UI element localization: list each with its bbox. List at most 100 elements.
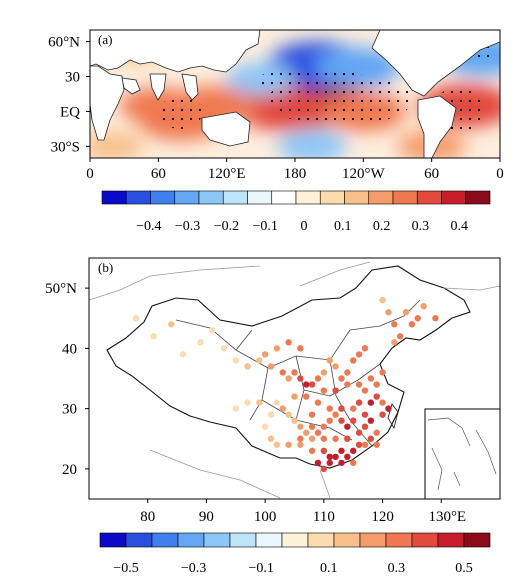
- colorbar-a-bin: [125, 190, 151, 205]
- station-point-19: [308, 381, 316, 388]
- colorbar-a-bin: [174, 190, 200, 205]
- station-point-78: [355, 441, 363, 448]
- colorbar-a-label: 0.4: [450, 219, 468, 234]
- south-china-sea-inset: [424, 408, 501, 500]
- station-point-40: [355, 399, 363, 406]
- station-point-63: [256, 399, 263, 406]
- station-point-11: [355, 351, 363, 358]
- station-point-28: [232, 357, 239, 364]
- colorbar-a-bin: [247, 190, 273, 205]
- station-point-18: [314, 375, 322, 382]
- station-point-52: [326, 417, 333, 424]
- panel-a-stippling: [158, 44, 494, 135]
- colorbar-b-bin: [281, 532, 309, 548]
- colorbar-a-label: −0.2: [214, 219, 239, 234]
- land-southeast-asia: [181, 73, 199, 101]
- station-point-80: [367, 435, 375, 442]
- colorbar-b-bin: [333, 532, 361, 548]
- station-point-100: [291, 393, 298, 400]
- colorbar-b-bin: [255, 532, 283, 548]
- x-tick-label: 80: [140, 509, 155, 525]
- station-point-98: [314, 399, 322, 406]
- station-point-89: [314, 459, 322, 467]
- station-point-105: [355, 381, 363, 388]
- panel-b-colorbar: −0.5 −0.3 −0.1 0.1 0.3 0.5: [99, 532, 491, 576]
- station-point-7: [420, 303, 427, 310]
- station-point-94: [361, 423, 369, 430]
- station-point-97: [326, 405, 333, 412]
- colorbar-a-label: 0: [301, 219, 308, 234]
- colorbar-b-bin: [229, 532, 257, 548]
- station-point-64: [244, 399, 251, 406]
- station-point-49: [344, 423, 351, 430]
- station-point-21: [297, 375, 304, 382]
- colorbar-a-label: −0.4: [136, 219, 161, 234]
- station-point-58: [291, 417, 298, 424]
- station-point-65: [232, 405, 239, 412]
- station-point-79: [361, 441, 369, 448]
- station-point-38: [285, 339, 292, 346]
- colorbar-b-label: 0.3: [388, 561, 406, 576]
- colorbar-b-label: −0.1: [248, 561, 273, 576]
- y-tick-label: 50°N: [45, 281, 77, 297]
- station-point-5: [385, 309, 392, 316]
- station-point-66: [261, 423, 269, 430]
- x-tick-label: 180: [284, 166, 307, 182]
- station-point-43: [379, 399, 386, 406]
- station-point-0: [391, 339, 398, 346]
- station-point-53: [320, 423, 328, 430]
- y-tick-label: 30: [65, 70, 80, 86]
- station-point-81: [373, 429, 380, 436]
- station-point-69: [285, 441, 292, 448]
- station-point-106: [367, 375, 375, 382]
- station-point-20: [303, 381, 310, 388]
- panel-b-label: (b): [98, 260, 113, 275]
- station-point-33: [132, 315, 140, 322]
- station-point-62: [267, 411, 275, 418]
- colorbar-b-bin: [411, 532, 439, 548]
- colorbar-b-bin: [307, 532, 335, 548]
- station-point-76: [344, 453, 351, 461]
- station-point-12: [350, 357, 357, 364]
- taiwan: [387, 403, 399, 430]
- station-point-46: [367, 417, 375, 424]
- land-africa: [90, 65, 125, 141]
- y-tick-label: 30: [62, 402, 77, 418]
- colorbar-a-bin: [344, 190, 370, 205]
- station-point-6: [379, 296, 386, 304]
- colorbar-a-bin: [465, 190, 491, 205]
- panel-a-land: [90, 30, 500, 158]
- station-point-86: [320, 435, 328, 442]
- colorbar-a-bin: [222, 190, 248, 205]
- colorbar-b-label: −0.5: [113, 561, 138, 576]
- station-point-26: [256, 357, 263, 364]
- panel-a-label: (a): [98, 32, 112, 47]
- stipple-indian: [158, 97, 202, 129]
- station-point-77: [350, 447, 357, 454]
- station-point-51: [332, 411, 339, 418]
- colorbar-a-label: −0.3: [175, 219, 200, 234]
- colorbar-b-label: 0.5: [455, 561, 473, 576]
- station-point-3: [414, 315, 421, 322]
- station-point-101: [308, 411, 316, 418]
- colorbar-b-bin: [99, 532, 127, 548]
- colorbar-a-label: 0.1: [334, 219, 352, 234]
- land-australia: [201, 111, 251, 147]
- station-point-70: [297, 441, 304, 448]
- station-point-57: [297, 423, 304, 430]
- inset-coastline: [427, 417, 497, 491]
- colorbar-b-bin: [125, 532, 153, 548]
- station-point-47: [361, 411, 369, 418]
- neighbour-borders: [89, 261, 500, 499]
- colorbar-b-bin: [203, 532, 231, 548]
- station-point-10: [361, 345, 369, 352]
- colorbar-a-bin: [150, 190, 176, 205]
- station-point-107: [379, 369, 386, 376]
- y-tick-label: EQ: [60, 104, 80, 120]
- station-point-13: [344, 369, 351, 376]
- station-point-68: [273, 441, 281, 448]
- panel-a: 0 60 120°E 180 120°W 60 0 60°N 30 EQ 30°S (a) −0.4…: [48, 29, 504, 234]
- panel-a-ticks: 0 60 120°E 180 120°W 60 0 60°N 30 EQ 30°S: [48, 35, 504, 182]
